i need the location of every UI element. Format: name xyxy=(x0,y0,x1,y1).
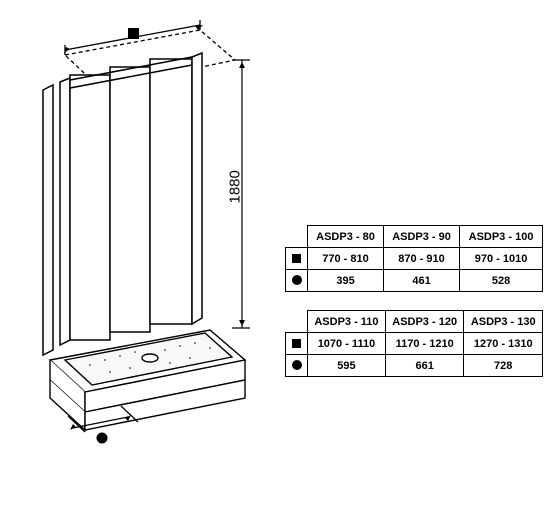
col-header: ASDP3 - 130 xyxy=(464,311,543,333)
spec-table-2: ASDP3 - 110 ASDP3 - 120 ASDP3 - 130 1070… xyxy=(285,310,543,377)
spec-tables: ASDP3 - 80 ASDP3 - 90 ASDP3 - 100 770 - … xyxy=(285,225,543,395)
cell: 728 xyxy=(464,355,543,377)
cell: 1270 - 1310 xyxy=(464,333,543,355)
cell: 870 - 910 xyxy=(384,248,460,270)
cell: 1070 - 1110 xyxy=(308,333,386,355)
col-header: ASDP3 - 100 xyxy=(460,226,543,248)
cell: 595 xyxy=(308,355,386,377)
circle-marker-cell xyxy=(286,355,308,377)
cell: 770 - 810 xyxy=(308,248,384,270)
technical-drawing: 1880 xyxy=(10,20,270,450)
col-header: ASDP3 - 80 xyxy=(308,226,384,248)
cell: 970 - 1010 xyxy=(460,248,543,270)
cell: 1170 - 1210 xyxy=(385,333,464,355)
circle-marker-cell xyxy=(286,270,308,292)
col-header: ASDP3 - 90 xyxy=(384,226,460,248)
cell: 528 xyxy=(460,270,543,292)
cell: 461 xyxy=(384,270,460,292)
cell: 395 xyxy=(308,270,384,292)
cell: 661 xyxy=(385,355,464,377)
col-header: ASDP3 - 110 xyxy=(308,311,386,333)
square-marker-cell xyxy=(286,333,308,355)
spec-table-1: ASDP3 - 80 ASDP3 - 90 ASDP3 - 100 770 - … xyxy=(285,225,543,292)
col-header: ASDP3 - 120 xyxy=(385,311,464,333)
square-marker-cell xyxy=(286,248,308,270)
height-dimension-label: 1880 xyxy=(227,170,244,203)
